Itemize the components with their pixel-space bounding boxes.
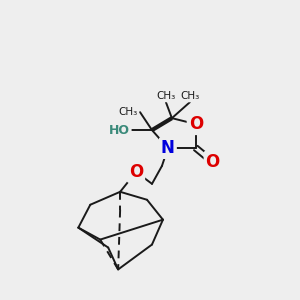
Text: O: O (129, 163, 143, 181)
Text: O: O (206, 153, 220, 171)
Text: N: N (161, 139, 175, 157)
Text: HO: HO (109, 124, 130, 136)
Text: CH₃: CH₃ (119, 107, 138, 117)
Text: CH₃: CH₃ (180, 91, 200, 101)
Text: O: O (189, 115, 203, 133)
Text: CH₃: CH₃ (156, 91, 176, 101)
